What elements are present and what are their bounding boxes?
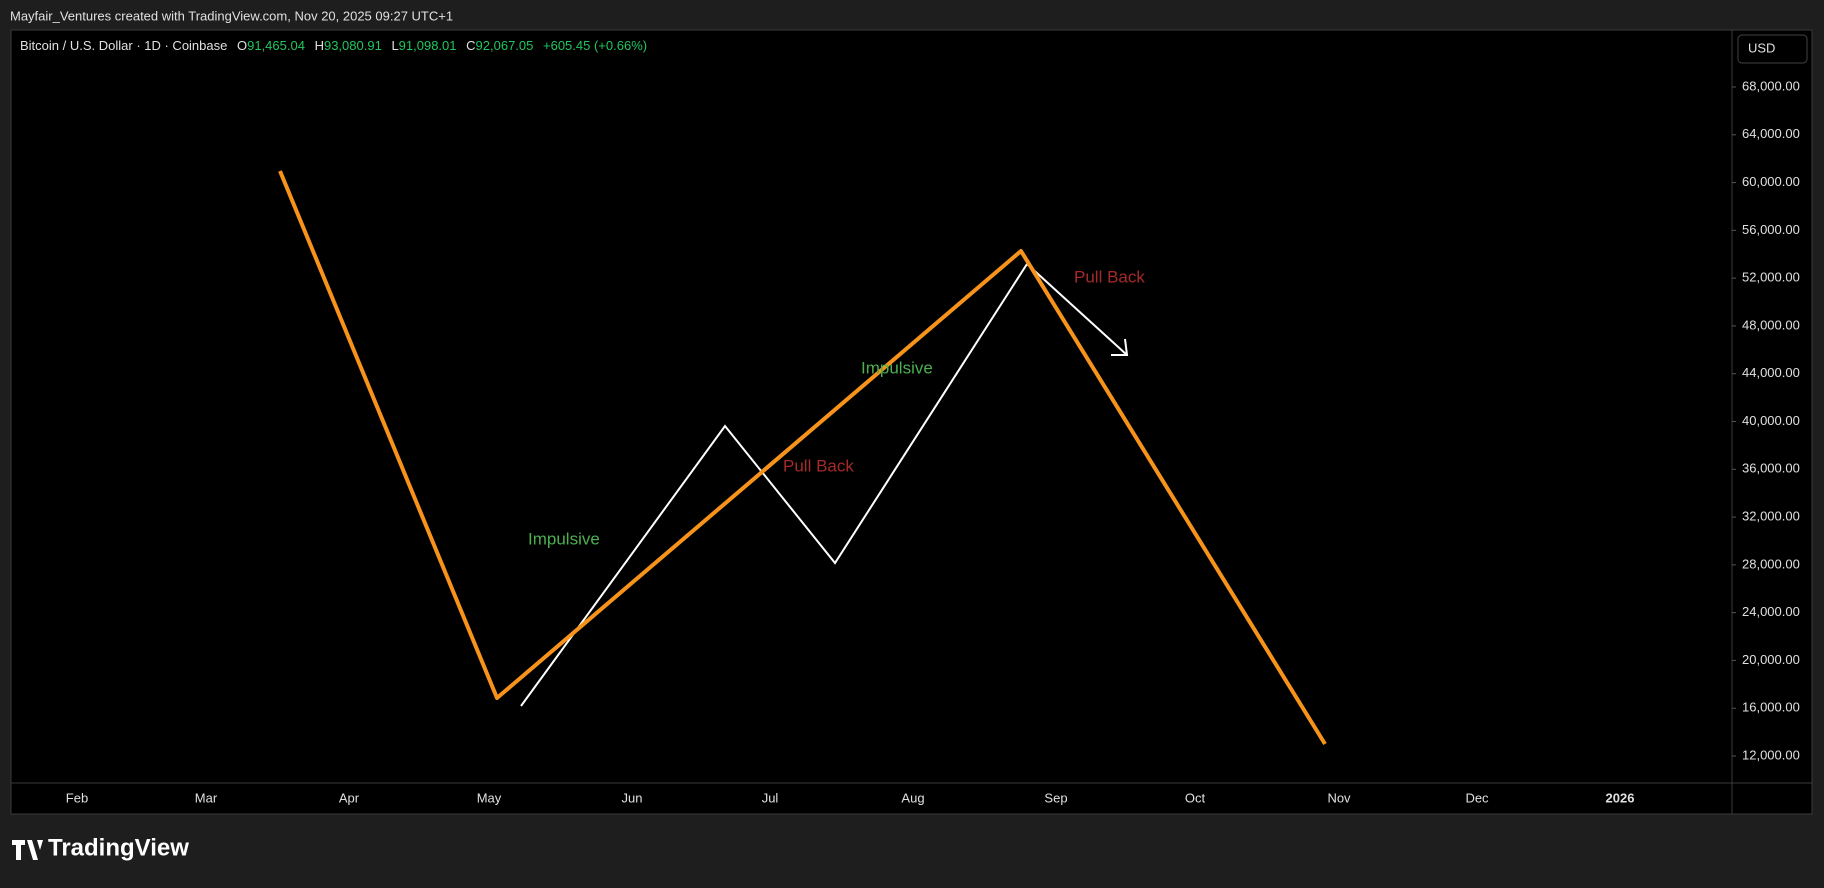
arrow-line: [1026, 263, 1128, 356]
y-tick-label: 68,000.00: [1742, 78, 1800, 93]
y-tick-label: 12,000.00: [1742, 747, 1800, 762]
annotation: Pull Back: [783, 456, 854, 475]
x-tick-label: Nov: [1327, 790, 1351, 805]
annotation: Pull Back: [1074, 267, 1145, 286]
y-tick-label: 24,000.00: [1742, 604, 1800, 619]
y-tick-label: 40,000.00: [1742, 413, 1800, 428]
arrow-head: [1111, 338, 1129, 356]
chart-area: [10, 29, 1813, 815]
legend-h: 93,080.91: [324, 38, 382, 53]
logo-icon: [12, 840, 43, 860]
y-tick-label: 64,000.00: [1742, 126, 1800, 141]
x-tick-label: May: [477, 790, 502, 805]
legend-h-label: H: [315, 38, 324, 53]
legend-c: 92,067.05: [476, 38, 534, 53]
y-tick-label: 16,000.00: [1742, 700, 1800, 715]
legend-o-label: O: [237, 38, 247, 53]
x-tick-label: Dec: [1465, 790, 1489, 805]
orange-path: [278, 170, 1327, 746]
y-tick-label: 52,000.00: [1742, 270, 1800, 285]
legend-change: +605.45 (+0.66%): [543, 38, 647, 53]
legend-symbol: Bitcoin / U.S. Dollar · 1D · Coinbase: [20, 38, 227, 53]
annotation: Impulsive: [528, 529, 600, 548]
x-tick-label: Feb: [66, 790, 88, 805]
x-tick-label: Oct: [1185, 790, 1206, 805]
legend-l: 91,098.01: [399, 38, 457, 53]
annotation: Impulsive: [861, 358, 933, 377]
x-tick-label: Apr: [339, 790, 360, 805]
y-tick-label: 20,000.00: [1742, 652, 1800, 667]
footer-brand: TradingView: [48, 834, 189, 861]
legend-o: 91,465.04: [247, 38, 305, 53]
y-tick-label: 32,000.00: [1742, 509, 1800, 524]
x-tick-label: 2026: [1606, 790, 1635, 805]
y-tick-label: 48,000.00: [1742, 317, 1800, 332]
x-tick-label: Mar: [195, 790, 218, 805]
legend: Bitcoin / U.S. Dollar · 1D · Coinbase O9…: [20, 38, 647, 53]
y-tick-label: 28,000.00: [1742, 556, 1800, 571]
white-path: [520, 263, 1028, 707]
x-tick-label: Jun: [622, 790, 643, 805]
legend-l-label: L: [391, 38, 398, 53]
y-tick-label: 60,000.00: [1742, 174, 1800, 189]
x-tick-label: Jul: [762, 790, 779, 805]
footer-logo: [12, 840, 43, 860]
header: Mayfair_Ventures created with TradingVie…: [10, 8, 453, 23]
currency-label: USD: [1748, 40, 1775, 55]
x-tick-label: Aug: [901, 790, 924, 805]
y-tick-label: 36,000.00: [1742, 461, 1800, 476]
currency-button[interactable]: [1737, 34, 1808, 64]
x-tick-label: Sep: [1044, 790, 1067, 805]
legend-c-label: C: [466, 38, 475, 53]
y-tick-label: 56,000.00: [1742, 222, 1800, 237]
y-tick-label: 44,000.00: [1742, 365, 1800, 380]
